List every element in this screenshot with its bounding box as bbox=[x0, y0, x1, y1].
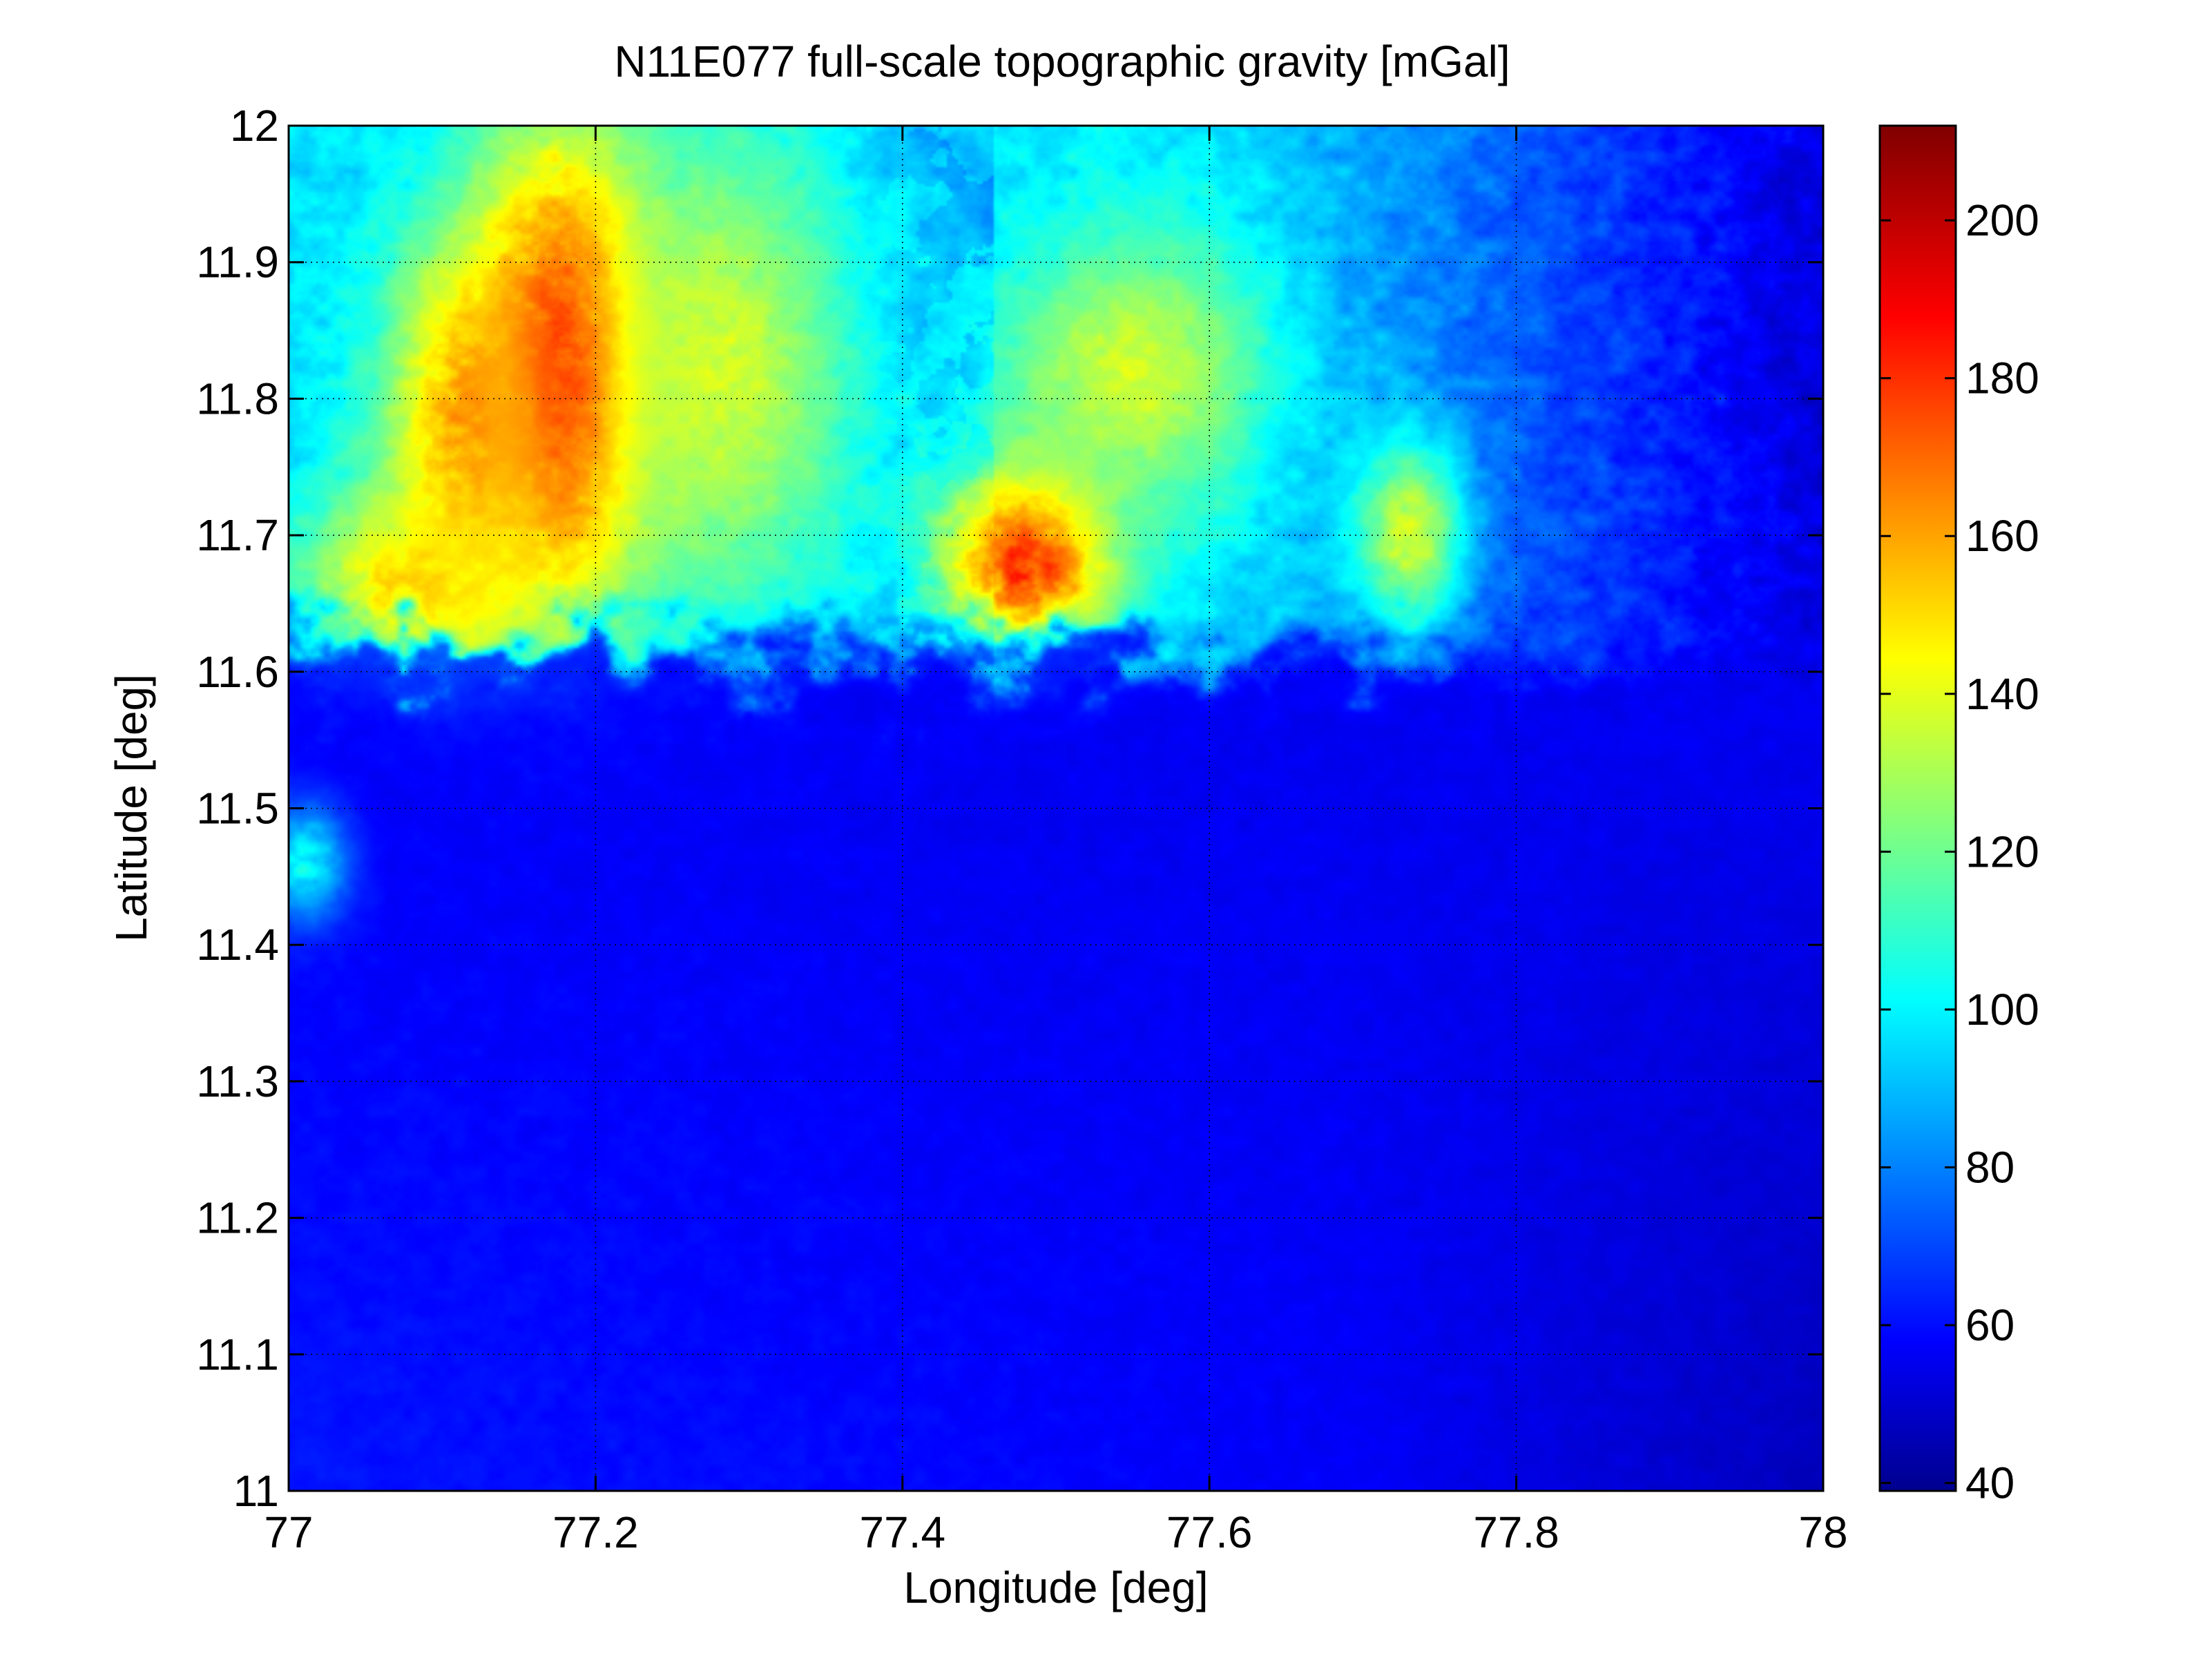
y-tick-label: 11.9 bbox=[196, 238, 279, 287]
y-tick-label: 11.6 bbox=[196, 647, 279, 697]
y-tick-label: 11.7 bbox=[196, 510, 279, 560]
x-tick-label: 77.8 bbox=[1473, 1507, 1559, 1557]
x-axis-label: Longitude [deg] bbox=[903, 1563, 1209, 1612]
y-tick-label: 11.1 bbox=[196, 1329, 279, 1379]
heatmap-image bbox=[289, 126, 1823, 1491]
colorbar-tick-label: 180 bbox=[1965, 354, 2039, 403]
colorbar: 40 60 80 100 120 140 160 180 200 bbox=[1878, 124, 2039, 1508]
y-tick-label: 12 bbox=[230, 101, 279, 151]
x-tick-label: 77.4 bbox=[860, 1507, 946, 1557]
colorbar-tick-label: 100 bbox=[1965, 985, 2039, 1034]
y-tick-label: 11.8 bbox=[196, 374, 279, 423]
y-tick-label: 11 bbox=[233, 1466, 279, 1516]
colorbar-gradient bbox=[1878, 124, 1957, 1492]
y-tick-label: 11.2 bbox=[196, 1193, 279, 1243]
y-tick-label: 11.4 bbox=[196, 920, 279, 970]
colorbar-tick-label: 160 bbox=[1965, 511, 2039, 561]
colorbar-tick-label: 60 bbox=[1965, 1300, 2014, 1350]
x-tick-label: 78 bbox=[1798, 1507, 1847, 1557]
x-tick-label: 77.2 bbox=[552, 1507, 639, 1557]
colorbar-tick-label: 40 bbox=[1965, 1458, 2014, 1508]
x-tick-label: 77.6 bbox=[1166, 1507, 1253, 1557]
plot-area bbox=[289, 126, 1823, 1491]
y-tick-label: 11.5 bbox=[196, 784, 279, 833]
chart-title: N11E077 full-scale topographic gravity [… bbox=[614, 37, 1510, 86]
x-tick-label: 77 bbox=[264, 1507, 313, 1557]
y-tick-label: 11.3 bbox=[196, 1057, 279, 1106]
y-axis-label: Latitude [deg] bbox=[106, 674, 156, 942]
colorbar-tick-label: 140 bbox=[1965, 669, 2039, 719]
axes: 77 77.2 77.4 77.6 77.8 78 11 11.1 11.2 11.3 11.4 11… bbox=[196, 101, 1847, 1557]
colorbar-tick-label: 120 bbox=[1965, 827, 2039, 876]
colorbar-tick-label: 200 bbox=[1965, 195, 2039, 245]
colorbar-tick-label: 80 bbox=[1965, 1142, 2014, 1192]
